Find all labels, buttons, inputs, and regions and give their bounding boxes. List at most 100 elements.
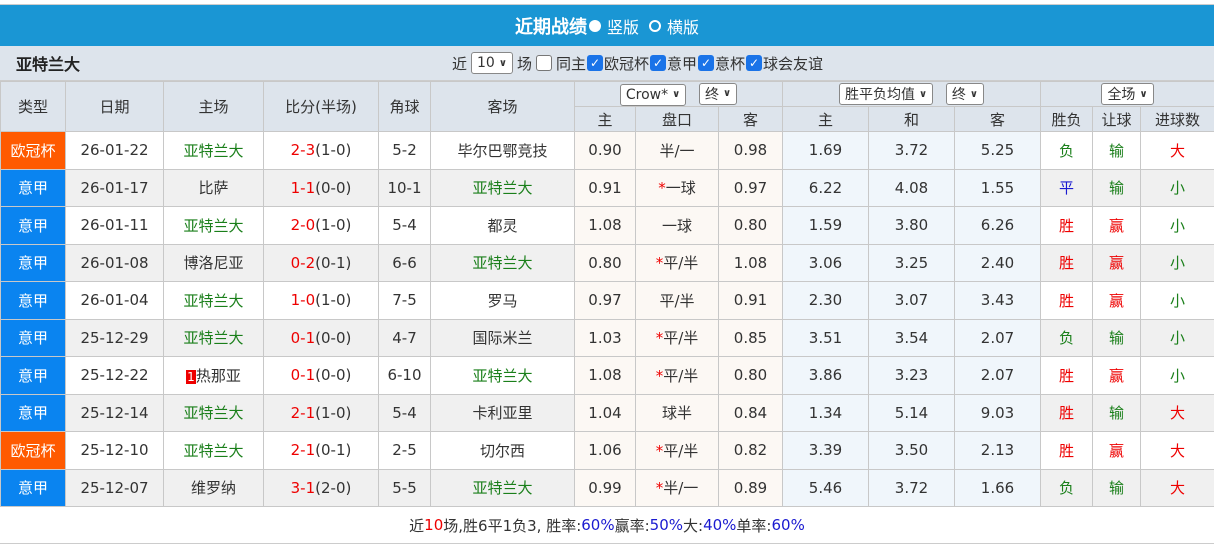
league-type[interactable]: 意甲 (0, 356, 66, 395)
full-score: 2-1 (290, 441, 316, 460)
checkbox-label[interactable]: 意杯 (715, 54, 746, 73)
away-team[interactable]: 亚特兰大 (430, 468, 575, 507)
home-team[interactable]: 博洛尼亚 (183, 254, 244, 273)
home-team-cell[interactable]: 比萨 (163, 168, 264, 207)
summary-footer: 近 10 场,胜6平1负3, 胜率: 60% 赢率: 50% 大: 40% 单率: 60% (0, 507, 1214, 544)
checkbox-0[interactable] (535, 55, 552, 71)
score-cell[interactable]: 2-1(1-0) (263, 393, 379, 432)
scope-select[interactable]: 全场 ∨ (1101, 83, 1154, 105)
score-cell[interactable]: 2-1(0-1) (263, 431, 379, 470)
radio-horizontal[interactable] (649, 19, 661, 32)
league-type[interactable]: 意甲 (0, 281, 66, 320)
radio-vertical-label[interactable]: 竖版 (606, 17, 639, 37)
home-team-cell[interactable]: 亚特兰大 (163, 281, 264, 320)
home-team[interactable]: 亚特兰大 (183, 441, 244, 460)
checkbox-label[interactable]: 意甲 (667, 54, 698, 73)
home-team-cell[interactable]: 博洛尼亚 (163, 243, 264, 282)
score-cell[interactable]: 2-3(1-0) (263, 131, 379, 170)
checkbox-2[interactable]: ✓ (650, 55, 667, 71)
league-type[interactable]: 意甲 (0, 206, 66, 245)
score-cell[interactable]: 2-0(1-0) (263, 206, 379, 245)
full-score: 1-0 (290, 291, 316, 310)
checkbox-1[interactable]: ✓ (587, 55, 603, 71)
home-team[interactable]: 亚特兰大 (183, 404, 244, 423)
away-team[interactable]: 卡利亚里 (430, 393, 575, 432)
result: 负 (1040, 131, 1093, 170)
home-team-cell[interactable]: 亚特兰大 (163, 393, 264, 432)
away-team[interactable]: 切尔西 (430, 431, 575, 470)
away-team[interactable]: 国际米兰 (430, 318, 575, 357)
handicap-away-odds: 0.80 (718, 356, 783, 395)
match-date: 26-01-22 (65, 131, 164, 170)
home-team-cell[interactable]: 亚特兰大 (163, 431, 264, 470)
away-team[interactable]: 罗马 (430, 281, 575, 320)
home-team-cell[interactable]: 维罗纳 (163, 468, 264, 507)
away-team[interactable]: 亚特兰大 (430, 356, 575, 395)
half-score: (1-0) (315, 216, 352, 235)
over-rate: 40% (703, 516, 737, 534)
panel-title: 近期战绩 (514, 16, 587, 38)
handicap-result: 输 (1092, 468, 1141, 507)
odds-draw: 3.72 (868, 131, 955, 170)
result: 负 (1040, 318, 1093, 357)
company-select[interactable]: Crow* ∨ (619, 83, 687, 106)
home-team-cell[interactable]: 亚特兰大 (163, 206, 264, 245)
corners: 5-4 (378, 206, 431, 245)
radio-vertical[interactable] (588, 19, 601, 32)
odds-draw: 3.07 (868, 281, 955, 320)
result: 胜 (1040, 393, 1093, 432)
score-cell[interactable]: 1-1(0-0) (263, 168, 379, 207)
checkbox-3[interactable]: ✓ (698, 55, 715, 71)
league-type[interactable]: 意甲 (0, 393, 66, 432)
away-team[interactable]: 亚特兰大 (430, 168, 575, 207)
corners: 6-10 (378, 356, 431, 395)
radio-horizontal-label[interactable]: 横版 (667, 17, 700, 37)
team-name: 亚特兰大 (16, 55, 81, 74)
handicap-away-odds: 0.80 (718, 206, 783, 245)
home-team[interactable]: 维罗纳 (190, 479, 236, 498)
league-type[interactable]: 意甲 (0, 468, 66, 507)
home-team-cell[interactable]: 亚特兰大 (163, 318, 264, 357)
title-bar: 近期战绩 竖版 横版 (0, 5, 1214, 46)
checkbox-label[interactable]: 同主 (555, 54, 586, 73)
company-value: Crow* (625, 86, 669, 103)
home-team[interactable]: 亚特兰大 (183, 291, 244, 310)
handicap-line: 半/一 (663, 479, 699, 498)
summary-text: 赢率: (614, 516, 650, 535)
odds-stage-select[interactable]: 终 ∨ (945, 83, 985, 105)
home-team[interactable]: 亚特兰大 (183, 329, 244, 348)
summary-text: 大: (683, 516, 704, 535)
away-team[interactable]: 亚特兰大 (430, 243, 575, 282)
home-team[interactable]: 亚特兰大 (183, 141, 244, 160)
home-team[interactable]: 亚特兰大 (183, 216, 244, 235)
match-count-select[interactable]: 10 ∨ (471, 52, 513, 74)
checkbox-label[interactable]: 球会友谊 (763, 54, 824, 73)
score-cell[interactable]: 0-2(0-1) (263, 243, 379, 282)
home-team-cell[interactable]: 1热那亚 (163, 356, 264, 395)
home-team[interactable]: 比萨 (198, 179, 229, 198)
home-team-cell[interactable]: 亚特兰大 (163, 131, 264, 170)
home-team[interactable]: 热那亚 (195, 366, 241, 385)
score-cell[interactable]: 3-1(2-0) (263, 468, 379, 507)
handicap-line-cell: *平/半 (635, 431, 719, 470)
handicap-line-cell: *平/半 (635, 243, 719, 282)
full-score: 2-0 (290, 216, 316, 235)
away-team[interactable]: 都灵 (430, 206, 575, 245)
score-cell[interactable]: 1-0(1-0) (263, 281, 379, 320)
league-type[interactable]: 欧冠杯 (0, 131, 66, 170)
score-cell[interactable]: 0-1(0-0) (263, 318, 379, 357)
away-team[interactable]: 毕尔巴鄂竞技 (430, 131, 575, 170)
win-rate: 60% (581, 516, 615, 534)
league-type[interactable]: 欧冠杯 (0, 431, 66, 470)
handicap-away-odds: 0.84 (718, 393, 783, 432)
checkbox-label[interactable]: 欧冠杯 (604, 54, 650, 73)
handicap-stage-value: 终 (705, 86, 720, 103)
handicap-stage-select[interactable]: 终 ∨ (699, 82, 738, 105)
league-type[interactable]: 意甲 (0, 318, 66, 357)
odds-type-select[interactable]: 胜平负均值 ∨ (838, 83, 934, 105)
league-type[interactable]: 意甲 (0, 243, 66, 282)
star-icon: * (655, 366, 664, 385)
league-type[interactable]: 意甲 (0, 168, 66, 207)
checkbox-4[interactable]: ✓ (746, 55, 763, 71)
score-cell[interactable]: 0-1(0-0) (263, 356, 379, 395)
